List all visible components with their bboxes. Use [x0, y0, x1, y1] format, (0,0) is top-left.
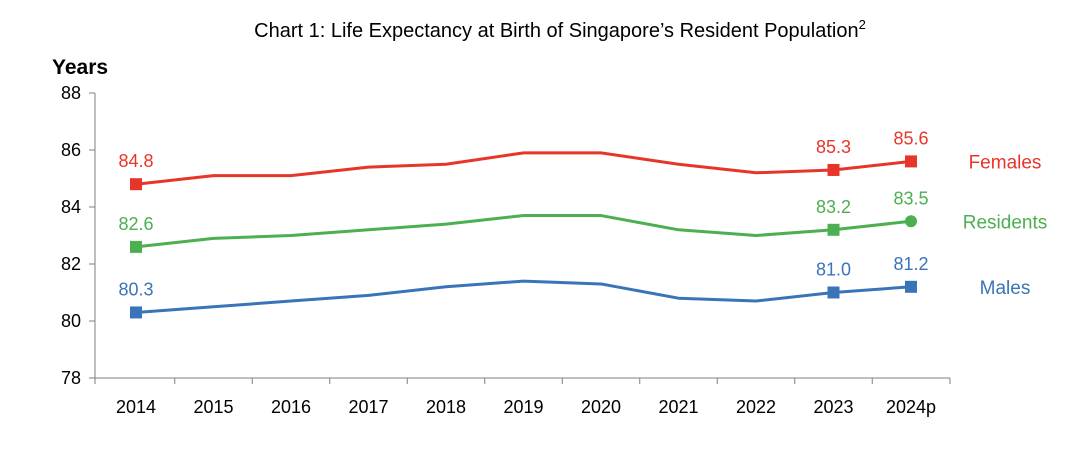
- x-tick-label: 2019: [503, 397, 543, 417]
- x-tick-label: 2023: [813, 397, 853, 417]
- chart-title-superscript: 2: [859, 17, 866, 32]
- data-point-marker-residents: [827, 223, 840, 236]
- series-line-females: [135, 151, 912, 186]
- y-tick-label: 84: [61, 197, 81, 217]
- chart-title-main: Chart 1: Life Expectancy at Birth of Sin…: [254, 20, 858, 42]
- x-tick-label: 2024p: [886, 397, 936, 417]
- data-label-females: 85.6: [893, 128, 928, 148]
- series-line-residents: [135, 214, 912, 249]
- data-label-residents: 83.5: [893, 188, 928, 208]
- x-tick-label: 2016: [271, 397, 311, 417]
- x-tick-label: 2014: [116, 397, 156, 417]
- x-tick-label: 2022: [736, 397, 776, 417]
- data-point-marker-females: [130, 178, 142, 191]
- data-point-marker-residents: [905, 215, 917, 228]
- y-tick-label: 82: [61, 254, 81, 274]
- data-point-marker-males: [905, 280, 917, 293]
- axes: 78 80 82 84 86 88 2014 2015 2016 2017 2018 2019 2020…: [61, 83, 951, 417]
- data-label-males: 80.3: [118, 279, 153, 299]
- data-label-females: 84.8: [118, 151, 153, 171]
- data-point-marker-males: [827, 286, 840, 299]
- data-label-males: 81.2: [893, 254, 928, 274]
- series-label-females: Females: [969, 152, 1042, 173]
- series-lines: [130, 151, 917, 319]
- series-label-residents: Residents: [963, 212, 1048, 233]
- data-label-males: 81.0: [816, 260, 851, 280]
- data-point-marker-residents: [130, 240, 142, 253]
- series-label-males: Males: [980, 278, 1031, 299]
- x-tick-label: 2017: [348, 397, 388, 417]
- x-tick-label: 2021: [658, 397, 698, 417]
- data-point-marker-females: [905, 155, 917, 168]
- data-point-marker-males: [130, 306, 142, 319]
- y-axis-label: Years: [52, 56, 108, 79]
- series-line-males: [135, 279, 912, 314]
- x-tick-label: 2015: [193, 397, 233, 417]
- data-label-residents: 83.2: [816, 197, 851, 217]
- chart-title: Chart 1: Life Expectancy at Birth of Sin…: [254, 17, 866, 42]
- x-tick-label: 2018: [426, 397, 466, 417]
- data-label-females: 85.3: [816, 137, 851, 157]
- y-tick-label: 88: [61, 83, 81, 103]
- data-point-marker-females: [827, 163, 840, 176]
- data-labels: 84.8 85.3 85.6 Females 82.6 83.2 83.5 Residents…: [118, 128, 1047, 299]
- y-tick-label: 78: [61, 368, 81, 388]
- data-label-residents: 82.6: [118, 214, 153, 234]
- x-tick-label: 2020: [581, 397, 621, 417]
- y-tick-label: 86: [61, 140, 81, 160]
- y-tick-label: 80: [61, 311, 81, 331]
